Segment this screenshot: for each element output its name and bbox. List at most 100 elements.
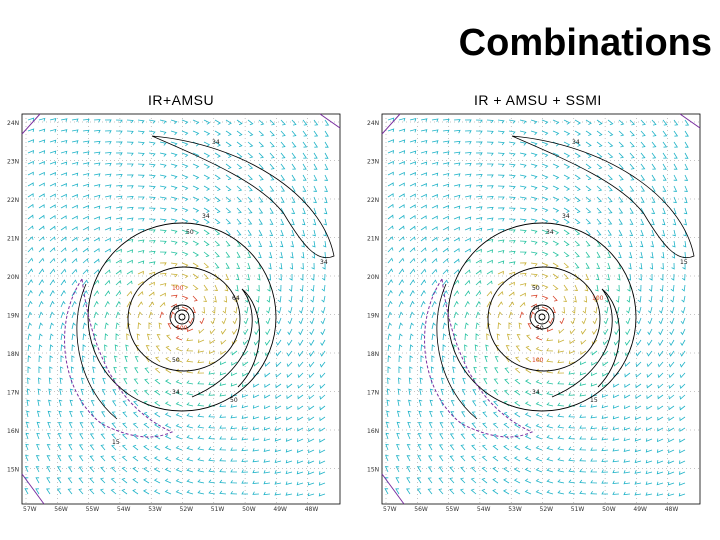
wind-barb xyxy=(49,344,54,352)
wind-barb xyxy=(442,151,450,155)
wind-barb xyxy=(585,185,592,192)
wind-barb xyxy=(225,185,232,192)
wind-barb xyxy=(634,481,642,485)
wind-barb xyxy=(127,163,134,167)
wind-barb xyxy=(651,218,655,226)
wind-barb xyxy=(679,416,686,422)
wind-barb xyxy=(308,372,315,379)
wind-barb xyxy=(557,479,565,484)
wind-barb xyxy=(530,130,538,136)
wind-barb xyxy=(219,414,227,418)
wind-barb xyxy=(684,163,689,170)
wind-barb xyxy=(236,262,241,269)
wind-barb xyxy=(38,355,43,363)
wind-barb xyxy=(552,262,559,268)
wind-barb xyxy=(486,300,492,308)
wind-barb xyxy=(541,251,549,257)
wind-barb xyxy=(568,435,576,440)
wind-barb xyxy=(682,240,687,248)
wind-barb xyxy=(230,425,238,430)
wind-barb xyxy=(409,257,416,264)
wind-barb xyxy=(475,184,483,189)
wind-barb xyxy=(46,466,51,473)
wind-barb xyxy=(287,339,293,346)
wind-barb xyxy=(220,328,227,335)
wind-barb xyxy=(508,229,516,233)
wind-barb xyxy=(634,427,642,431)
wind-barb xyxy=(324,163,329,170)
wind-barb xyxy=(574,207,581,214)
wind-barb xyxy=(519,141,527,146)
x-tick-label: 51W xyxy=(211,506,225,513)
wind-barb xyxy=(38,171,45,176)
wind-barb xyxy=(660,273,664,281)
y-tick-label: 23N xyxy=(7,159,19,166)
wind-barb xyxy=(535,478,543,484)
wind-barb xyxy=(431,300,437,308)
wind-barb xyxy=(640,218,645,225)
wind-barb xyxy=(35,488,40,495)
wind-barb xyxy=(420,193,427,198)
wind-barb xyxy=(253,372,260,378)
contour-purple-corner xyxy=(381,473,405,505)
wind-barb xyxy=(671,273,675,281)
wind-barb xyxy=(552,229,560,235)
wind-barb xyxy=(115,130,123,134)
wind-barb xyxy=(387,236,394,242)
wind-barb xyxy=(276,317,282,325)
wind-barb xyxy=(563,185,571,191)
wind-barb xyxy=(93,258,100,264)
wind-barb xyxy=(252,469,260,474)
wind-barb xyxy=(241,426,249,430)
wind-barb xyxy=(607,152,614,159)
wind-barb xyxy=(214,196,221,203)
wind-barb xyxy=(603,317,609,325)
wind-barb xyxy=(662,174,667,181)
wind-barb xyxy=(648,295,653,303)
wind-barb xyxy=(612,415,620,420)
wind-barb xyxy=(170,130,178,136)
wind-barb xyxy=(27,128,35,132)
wind-barb xyxy=(258,229,263,236)
wind-barb xyxy=(269,174,275,181)
wind-barb xyxy=(67,488,73,495)
wind-barb xyxy=(579,457,587,462)
wind-barb xyxy=(208,468,216,473)
wind-barb xyxy=(508,174,516,179)
wind-barb xyxy=(186,435,194,440)
wind-barb xyxy=(111,422,117,429)
wind-map-left: 3434345064501001003450341524N23N22N21N20… xyxy=(7,113,341,513)
wind-barb xyxy=(203,262,210,269)
wind-barb xyxy=(308,449,315,454)
wind-barb xyxy=(409,311,415,319)
wind-barb xyxy=(470,477,477,484)
wind-barb xyxy=(618,119,625,126)
wind-barb xyxy=(409,225,416,231)
wind-barb xyxy=(211,306,216,314)
wind-barb xyxy=(635,405,642,410)
wind-barb xyxy=(450,411,455,418)
wind-barb xyxy=(275,405,282,410)
wind-barb xyxy=(247,229,252,236)
wind-barb xyxy=(618,240,623,247)
wind-barb xyxy=(481,488,488,495)
wind-barb xyxy=(82,355,86,363)
wind-barb xyxy=(115,152,123,156)
wind-barb xyxy=(203,130,211,136)
wind-barb xyxy=(535,357,543,363)
wind-barb xyxy=(225,119,232,125)
wind-barb xyxy=(256,284,260,292)
wind-barb xyxy=(71,279,78,286)
wind-barb xyxy=(568,457,576,462)
wind-barb xyxy=(38,236,45,242)
wind-barb xyxy=(275,361,282,368)
wind-barb xyxy=(651,174,656,181)
wind-barb xyxy=(607,229,612,236)
wind-barb xyxy=(153,467,161,473)
wind-barb xyxy=(661,229,666,237)
wind-barb xyxy=(428,444,433,451)
wind-barb xyxy=(154,445,161,451)
wind-barb xyxy=(612,480,620,484)
wind-barb xyxy=(235,284,239,292)
wind-barb xyxy=(242,383,249,388)
